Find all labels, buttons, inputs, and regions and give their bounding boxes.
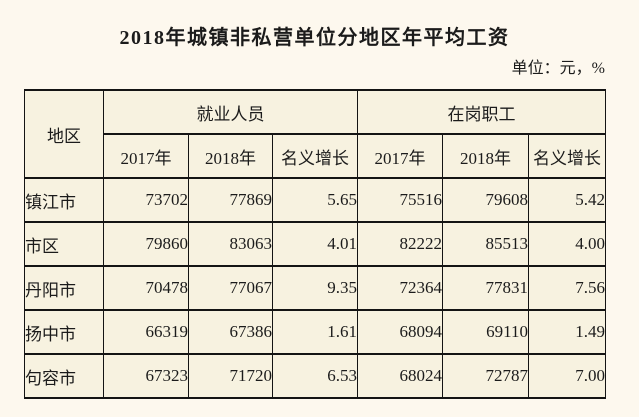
value-cell: 77067 [188,265,273,311]
wage-table: 地区 就业人员 在岗职工 2017年 2018年 名义增长 2017年 2018… [24,89,606,399]
value-cell: 6.53 [272,353,358,399]
value-cell: 72787 [442,353,529,399]
value-cell: 72364 [357,265,443,311]
value-cell: 7.56 [528,265,606,311]
value-cell: 69110 [442,309,529,355]
value-cell: 66319 [103,309,189,355]
col-header-employed-2018: 2018年 [188,133,273,179]
value-cell: 70478 [103,265,189,311]
value-cell: 79860 [103,221,189,267]
value-cell: 67386 [188,309,273,355]
table-row-danyang: 丹阳市 70478 77067 9.35 72364 77831 7.56 [24,265,606,311]
table-header-groups: 地区 就业人员 在岗职工 [24,89,606,179]
value-cell: 68094 [357,309,443,355]
value-cell: 4.01 [272,221,358,267]
value-cell: 1.49 [528,309,606,355]
value-cell: 75516 [357,177,443,223]
value-cell: 83063 [188,221,273,267]
value-cell: 79608 [442,177,529,223]
value-cell: 9.35 [272,265,358,311]
value-cell: 1.61 [272,309,358,355]
unit-note: 单位：元，% [511,60,605,77]
table-row-jurong: 句容市 67323 71720 6.53 68024 72787 7.00 [24,353,606,399]
value-cell: 77831 [442,265,529,311]
region-cell: 市区 [24,221,104,267]
value-cell: 7.00 [528,353,606,399]
value-cell: 73702 [103,177,189,223]
table-header-years: 2017年 2018年 名义增长 2017年 2018年 名义增长 [25,133,606,179]
col-header-staff-growth: 名义增长 [528,133,606,179]
group-header-staff-on-duty: 在岗职工 [357,89,606,135]
table-row-zhenjiang: 镇江市 73702 77869 5.65 75516 79608 5.42 [24,177,606,223]
value-cell: 82222 [357,221,443,267]
page-title: 2018年城镇非私营单位分地区年平均工资 [119,27,510,49]
col-header-employed-growth: 名义增长 [272,133,358,179]
col-header-employed-2017: 2017年 [103,133,189,179]
value-cell: 5.42 [528,177,606,223]
value-cell: 68024 [357,353,443,399]
region-cell: 镇江市 [24,177,104,223]
value-cell: 85513 [442,221,529,267]
region-cell: 丹阳市 [24,265,104,311]
region-cell: 句容市 [24,353,104,399]
value-cell: 5.65 [272,177,358,223]
value-cell: 71720 [188,353,273,399]
col-header-staff-2018: 2018年 [442,133,529,179]
table-row-urban-district: 市区 79860 83063 4.01 82222 85513 4.00 [24,221,606,267]
group-header-employed-persons: 就业人员 [103,89,358,135]
col-header-staff-2017: 2017年 [357,133,443,179]
value-cell: 77869 [188,177,273,223]
value-cell: 4.00 [528,221,606,267]
region-cell: 扬中市 [24,309,104,355]
table-row-yangzhong: 扬中市 66319 67386 1.61 68094 69110 1.49 [24,309,606,355]
value-cell: 67323 [103,353,189,399]
region-column-header: 地区 [24,89,104,179]
